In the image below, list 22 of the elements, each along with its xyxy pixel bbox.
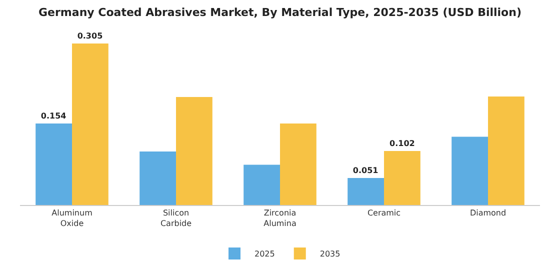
bar xyxy=(452,136,488,205)
x-tick-label: Ceramic xyxy=(367,208,401,218)
chart-title: Germany Coated Abrasives Market, By Material Type, 2025-2035 (USD Billion) xyxy=(38,6,522,20)
bar xyxy=(244,164,280,205)
bar xyxy=(280,123,316,205)
data-label: 0.051 xyxy=(352,166,379,175)
bar xyxy=(348,178,384,205)
legend-label: 2035 xyxy=(320,250,340,259)
legend-label: 2025 xyxy=(254,250,275,259)
data-label: 0.154 xyxy=(40,111,67,120)
bar xyxy=(176,96,212,205)
data-label: 0.102 xyxy=(390,138,415,148)
bar xyxy=(384,150,420,205)
bar xyxy=(72,44,108,205)
bar xyxy=(140,152,176,205)
x-tick-label: Zirconia Alumina xyxy=(264,208,296,228)
bar xyxy=(36,123,72,205)
data-label: 0.305 xyxy=(77,32,104,40)
x-tick-label: Silicon Carbide xyxy=(160,208,192,228)
x-tick-label: Diamond xyxy=(470,208,506,218)
x-tick-label: Aluminum Oxide xyxy=(52,208,93,228)
bar xyxy=(488,96,524,205)
